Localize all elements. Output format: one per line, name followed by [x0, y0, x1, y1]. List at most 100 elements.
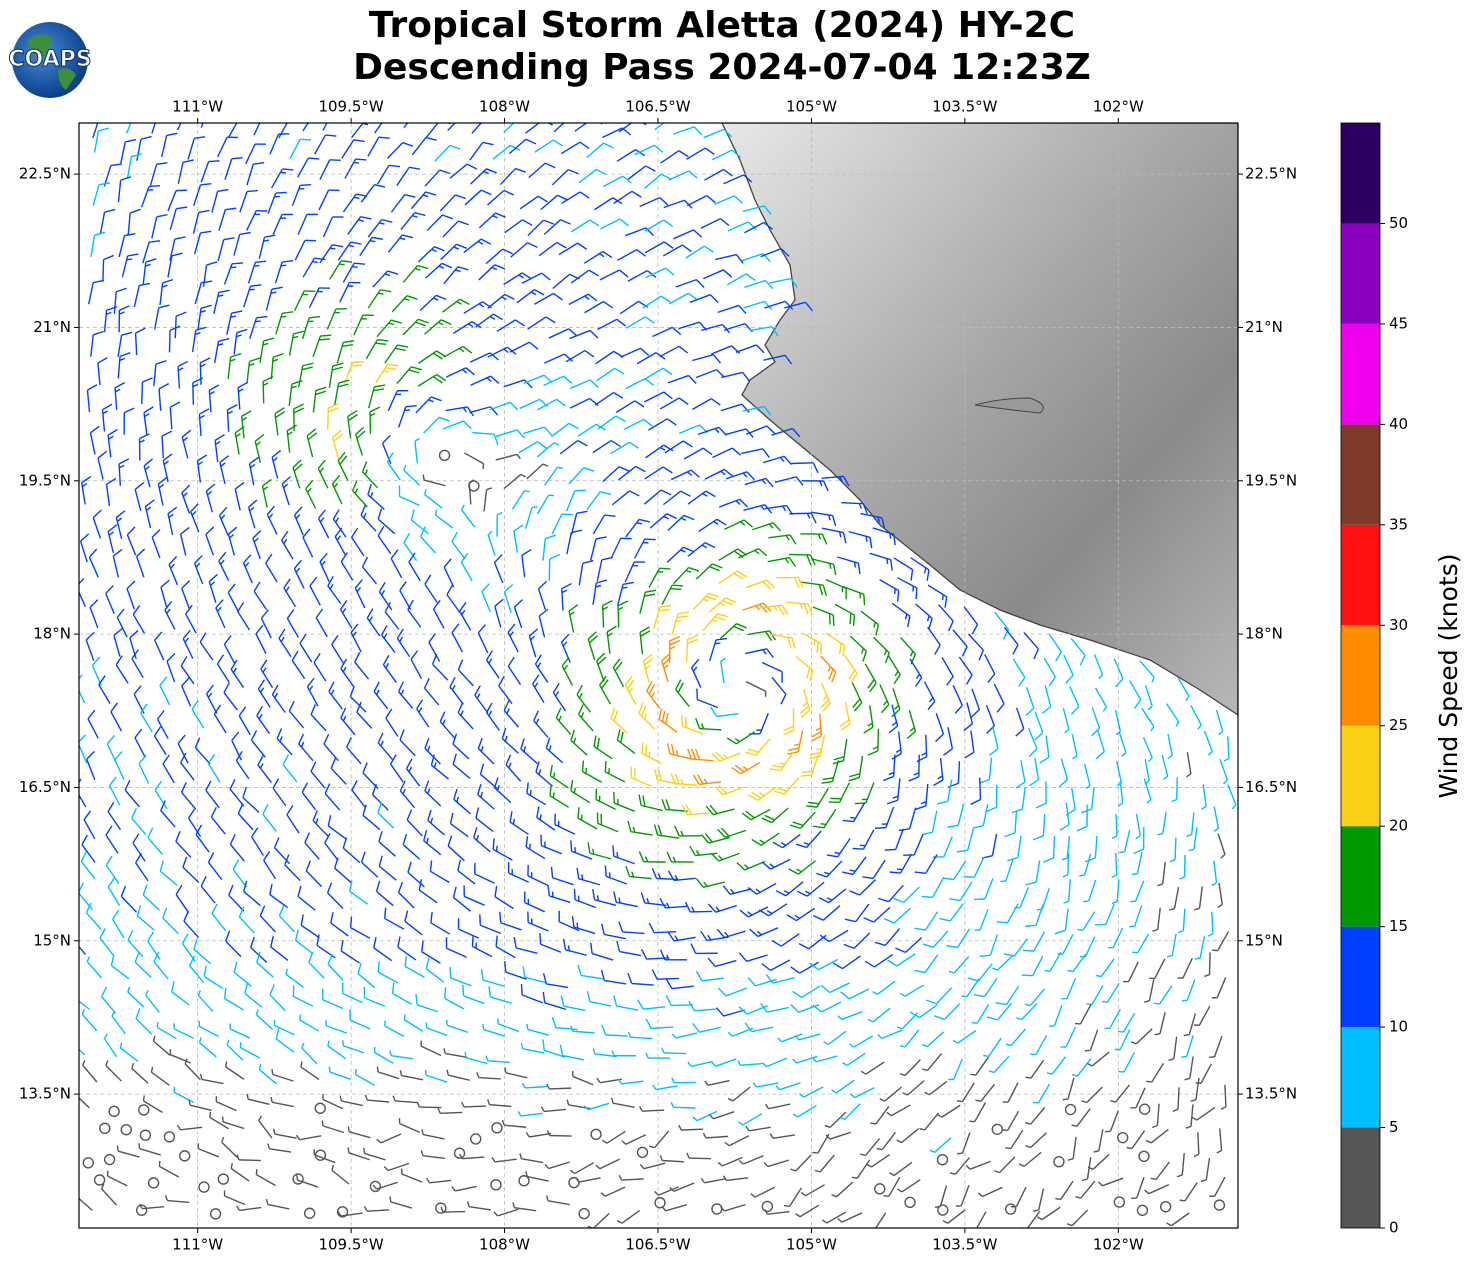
barb-feather: [554, 773, 555, 778]
barb-feather: [406, 406, 417, 407]
barb-feather: [72, 985, 75, 996]
barb-feather: [957, 1101, 962, 1102]
barb-feather: [605, 865, 606, 876]
barb-feather: [1184, 1035, 1189, 1036]
barb-feather: [1146, 1081, 1151, 1082]
barb-feather: [300, 139, 311, 140]
barb-feather: [574, 788, 575, 793]
barb-feather: [393, 983, 394, 994]
barb-feather: [897, 869, 902, 870]
barb-staff: [1054, 836, 1055, 858]
barb-feather: [1181, 1057, 1186, 1058]
barb-feather: [1078, 929, 1083, 930]
barb-feather: [404, 1014, 405, 1019]
barb-feather: [379, 137, 390, 138]
barb-feather: [997, 922, 1008, 923]
barb-feather: [574, 889, 575, 900]
barb-staff: [169, 330, 170, 352]
barb-feather: [578, 807, 579, 818]
barb-feather: [387, 115, 398, 117]
barb-feather: [308, 321, 313, 322]
barb-feather: [972, 1023, 977, 1024]
barb-feather: [890, 533, 891, 538]
barb-feather: [645, 539, 656, 540]
barb-feather: [312, 262, 317, 263]
barb-feather: [254, 266, 259, 267]
barb-staff: [1185, 855, 1186, 877]
barb-feather: [855, 562, 856, 567]
barb-feather: [426, 1070, 427, 1075]
barb-feather: [370, 241, 375, 242]
barb-feather: [582, 815, 583, 820]
barb-staff: [440, 1112, 462, 1113]
barb-feather: [780, 763, 785, 764]
logo-text: COAPS: [8, 47, 91, 72]
barb-feather: [280, 172, 285, 173]
barb-feather: [582, 874, 583, 879]
barb-feather: [864, 594, 865, 605]
barb-feather: [377, 1066, 378, 1071]
barb-feather: [885, 849, 896, 850]
barb-feather: [1000, 881, 1005, 882]
barb-feather: [1063, 1099, 1068, 1100]
barb-feather: [356, 1069, 357, 1074]
barb-feather: [339, 264, 344, 265]
barb-feather: [487, 117, 497, 120]
barb-staff: [654, 932, 676, 933]
barb-feather: [571, 840, 572, 851]
barb-feather: [465, 1052, 466, 1057]
barb-feather: [916, 588, 917, 599]
barb-feather: [513, 819, 514, 824]
barb-feather: [383, 371, 388, 372]
barb-feather: [672, 585, 683, 586]
barb-feather: [264, 240, 269, 241]
barb-feather: [646, 745, 647, 756]
barb-feather: [593, 849, 594, 854]
barb-feather: [348, 246, 353, 247]
barb-feather: [943, 595, 944, 600]
chart-subtitle: Descending Pass 2024-07-04 12:23Z: [353, 47, 1091, 88]
barb-feather: [325, 135, 336, 136]
barb-feather: [72, 928, 77, 938]
barb-staff: [1116, 814, 1117, 836]
barb-feather: [887, 559, 888, 564]
barb-feather: [249, 289, 254, 290]
barb-feather: [1154, 1003, 1159, 1004]
barb-feather: [1022, 975, 1033, 976]
barb-feather: [676, 621, 681, 622]
barb-feather: [423, 475, 424, 480]
barb-feather: [351, 365, 362, 366]
barb-feather: [660, 568, 671, 569]
barb-feather: [552, 892, 553, 897]
barb-feather: [276, 192, 287, 193]
barb-feather: [354, 263, 365, 264]
barb-feather: [522, 984, 523, 995]
barb-feather: [850, 818, 855, 819]
barb-feather: [1045, 971, 1050, 972]
barb-feather: [961, 996, 966, 997]
barb-staff: [657, 978, 679, 979]
barb-feather: [447, 1020, 448, 1025]
barb-feather: [833, 615, 834, 626]
barb-feather: [854, 615, 855, 626]
barb-staff: [549, 1088, 571, 1089]
barb-feather: [670, 589, 681, 590]
barb-staff: [673, 1107, 695, 1108]
barb-staff: [1116, 853, 1117, 875]
barb-feather: [1023, 950, 1034, 951]
barb-feather: [405, 956, 406, 967]
barb-feather: [875, 828, 886, 829]
barb-feather: [582, 761, 583, 772]
barb-feather: [472, 935, 473, 946]
barb-feather: [598, 895, 599, 900]
barb-feather: [613, 845, 614, 856]
barb-feather: [240, 118, 251, 119]
logo: COAPS: [8, 22, 91, 98]
barb-feather: [532, 507, 537, 508]
barb-feather: [1212, 950, 1217, 951]
barb-feather: [642, 743, 643, 754]
barb-feather: [378, 961, 379, 972]
barb-feather: [308, 158, 319, 159]
barb-feather: [821, 644, 822, 655]
